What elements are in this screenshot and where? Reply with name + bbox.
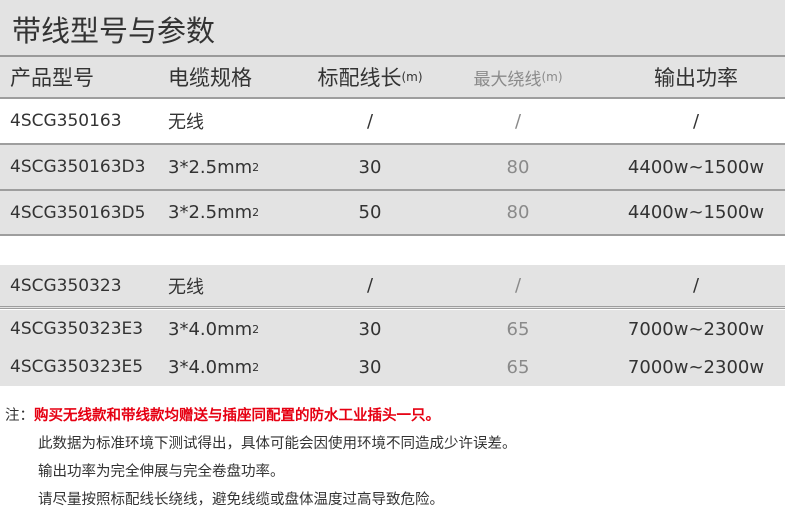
cell-model: 4SCG350323 (10, 275, 122, 296)
note-line: 输出功率为完全伸展与完全卷盘功率。 (38, 464, 285, 480)
cell-power: 7000w~2300w (627, 356, 765, 378)
cell-cable: 3*4.0mm 2 (168, 348, 259, 386)
cable-spec: 3*4.0mm (168, 318, 253, 340)
header-cable: 电缆规格 (168, 66, 252, 90)
cell-power: 4400w~1500w (627, 202, 765, 223)
header-std-len-label: 标配线长 (317, 66, 402, 90)
section-title-band: 带线型号与参数 (0, 0, 785, 57)
cell-model: 4SCG350323E3 (10, 319, 144, 339)
table-row: 4SCG350323E5 3*4.0mm 2 30 65 7000w~2300w (0, 348, 785, 386)
cell-cable: 无线 (168, 265, 204, 306)
cell-model: 4SCG350323E5 (10, 357, 144, 377)
cell-max-len: 80 (506, 156, 530, 178)
cell-cable: 无线 (168, 99, 204, 143)
header-model: 产品型号 (10, 66, 94, 90)
note-line: 注：购买无线款和带线款均赠送与插座同配置的防水工业插头一只。 (5, 402, 517, 430)
table-row: 4SCG350163D3 3*2.5mm 2 30 80 4400w~1500w (0, 145, 785, 191)
cell-power: 7000w~2300w (627, 318, 765, 340)
unit-label: (m) (541, 70, 563, 84)
cell-cable: 3*2.5mm 2 (168, 145, 259, 189)
table-header: 产品型号 电缆规格 标配线长 (m) 最大绕线 (m) 输出功率 (0, 57, 785, 99)
cell-max-len: / (514, 110, 522, 132)
cell-std-len: 30 (358, 356, 382, 378)
note-line: 此数据为标准环境下测试得出，具体可能会因使用环境不同造成少许误差。 (38, 436, 517, 452)
cell-std-len: 50 (358, 202, 382, 223)
cell-cable: 3*2.5mm 2 (168, 191, 259, 234)
cell-std-len: 30 (358, 156, 382, 178)
cell-max-len: 80 (506, 202, 530, 223)
superscript: 2 (252, 206, 260, 219)
superscript: 2 (252, 160, 260, 174)
cell-power: / (692, 275, 700, 296)
superscript: 2 (252, 360, 260, 374)
page-title: 带线型号与参数 (12, 14, 216, 48)
note-highlight: 购买无线款和带线款均赠送与插座同配置的防水工业插头一只。 (34, 408, 440, 424)
cable-spec: 无线 (168, 112, 204, 133)
superscript: 2 (252, 322, 260, 336)
header-std-len: 标配线长 (m) (300, 57, 440, 97)
cell-std-len: / (366, 110, 374, 132)
cell-max-len: 65 (506, 356, 530, 378)
cell-cable: 3*4.0mm 2 (168, 310, 259, 348)
cable-spec: 3*2.5mm (168, 156, 253, 178)
cell-std-len: 30 (358, 318, 382, 340)
notes: 注：购买无线款和带线款均赠送与插座同配置的防水工业插头一只。 此数据为标准环境下… (5, 402, 517, 514)
table-row: 4SCG350163D5 3*2.5mm 2 50 80 4400w~1500w (0, 191, 785, 236)
table-row: 4SCG350323 无线 / / / (0, 265, 785, 309)
note-label: 注： (5, 408, 34, 424)
cable-spec: 无线 (168, 276, 204, 298)
header-max-len: 最大绕线 (m) (450, 57, 586, 97)
header-power: 输出功率 (654, 66, 738, 90)
cell-std-len: / (366, 275, 374, 296)
note-line: 请尽量按照标配线长绕线，避免线缆或盘体温度过高导致危险。 (38, 492, 444, 508)
cell-power: 4400w~1500w (627, 156, 765, 178)
table-row: 4SCG350163 无线 / / / (0, 99, 785, 145)
unit-label: (m) (401, 70, 423, 84)
cell-max-len: 65 (506, 318, 530, 340)
cell-model: 4SCG350163D3 (10, 157, 146, 177)
header-max-len-label: 最大绕线 (473, 69, 542, 90)
cable-spec: 3*2.5mm (168, 202, 253, 223)
cell-max-len: / (514, 275, 522, 296)
cell-model: 4SCG350163 (10, 111, 122, 131)
cell-power: / (692, 110, 700, 132)
cable-spec: 3*4.0mm (168, 356, 253, 378)
cell-model: 4SCG350163D5 (10, 202, 146, 223)
table-row: 4SCG350323E3 3*4.0mm 2 30 65 7000w~2300w (0, 310, 785, 348)
